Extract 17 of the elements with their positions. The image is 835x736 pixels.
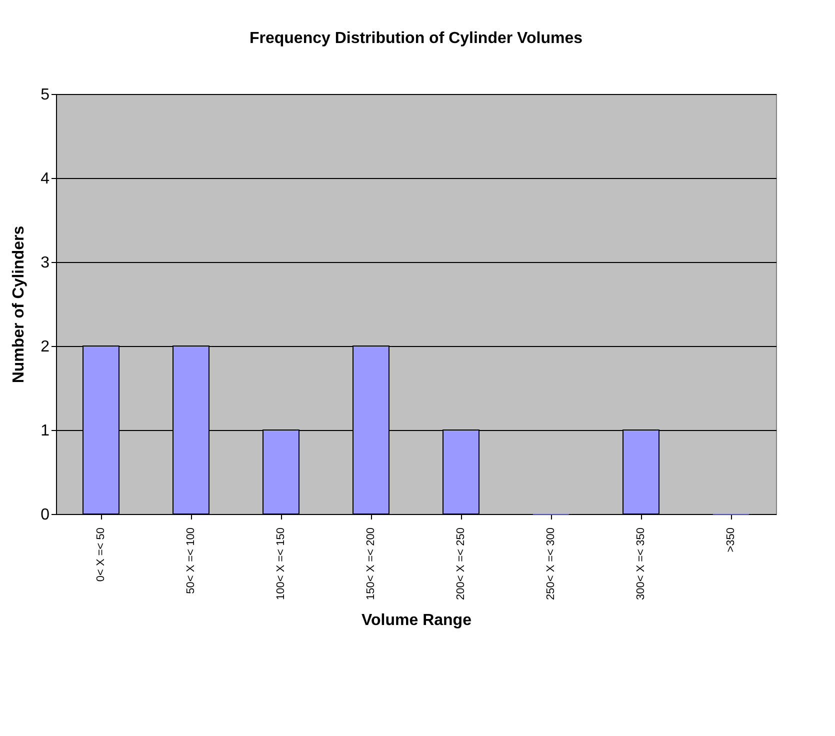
x-tick-label: >350: [725, 528, 737, 552]
x-tick-label: 250< X =< 300: [545, 528, 557, 600]
y-tick-label: 0: [40, 506, 50, 524]
x-tick-label: 200< X =< 250: [455, 528, 467, 600]
x-tick-label: 0< X =< 50: [95, 528, 107, 582]
y-tick-label: 2: [40, 338, 50, 356]
x-tick-label: 50< X =< 100: [185, 528, 197, 594]
x-tick-label: 100< X =< 150: [275, 528, 287, 600]
x-axis-title: Volume Range: [362, 612, 472, 629]
x-tick-label: 150< X =< 200: [365, 528, 377, 600]
y-tick-label: 3: [40, 254, 50, 272]
y-tick-label: 1: [40, 422, 50, 440]
chart-title: Frequency Distribution of Cylinder Volumes: [249, 30, 583, 47]
x-tick-label: 300< X =< 350: [635, 528, 647, 600]
y-axis-title: Number of Cylinders: [10, 226, 28, 384]
y-tick-label: 5: [40, 86, 50, 104]
y-tick-label: 4: [40, 170, 50, 188]
